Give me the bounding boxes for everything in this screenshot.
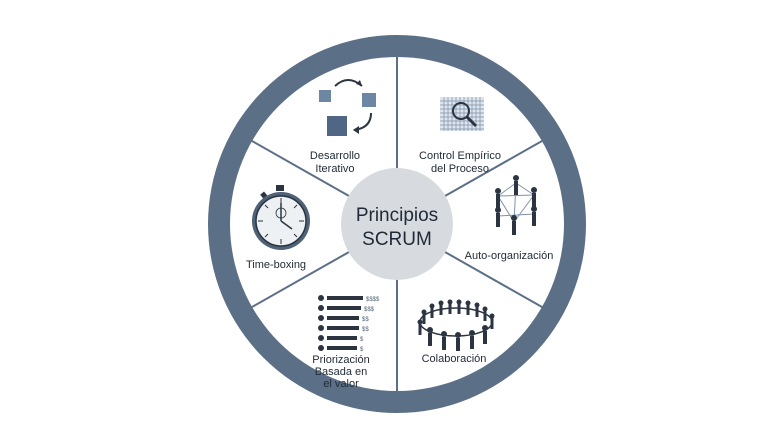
self-organization-network-icon — [495, 175, 537, 235]
center-circle — [341, 168, 453, 280]
stopwatch-icon — [252, 185, 310, 250]
priority-value-4: $$ — [362, 327, 369, 333]
segment-label-priorizacion-3: el valor — [323, 378, 359, 390]
priority-value-2: $$$ — [364, 307, 375, 313]
center-title-line1: Principios — [356, 205, 438, 226]
segment-label-desarrollo-1: Desarrollo — [310, 150, 360, 162]
segment-label-priorizacion-1: Priorización — [312, 354, 369, 366]
segment-label-control-2: del Proceso — [431, 163, 489, 175]
segment-label-auto: Auto-organización — [465, 250, 554, 262]
center-title-line2: SCRUM — [362, 229, 432, 250]
segment-label-priorizacion-2: Basada en — [315, 366, 368, 378]
value-priority-list-icon: $$$$ $$$ $$ $$ $ $ — [318, 295, 380, 353]
priority-value-6: $ — [360, 347, 364, 353]
segment-dividers — [251, 57, 543, 391]
priority-value-5: $ — [360, 337, 364, 343]
segment-label-colaboracion: Colaboración — [422, 353, 487, 365]
priority-value-1: $$$$ — [366, 297, 380, 303]
people-circle-icon — [417, 299, 495, 351]
segment-label-control-1: Control Empírico — [419, 150, 501, 162]
iterative-development-icon — [319, 79, 376, 136]
priority-value-3: $$ — [362, 317, 369, 323]
empirical-grid-magnifier-icon — [440, 97, 484, 131]
segment-label-desarrollo-2: Iterativo — [315, 163, 354, 175]
segment-label-timeboxing: Time-boxing — [246, 259, 306, 271]
